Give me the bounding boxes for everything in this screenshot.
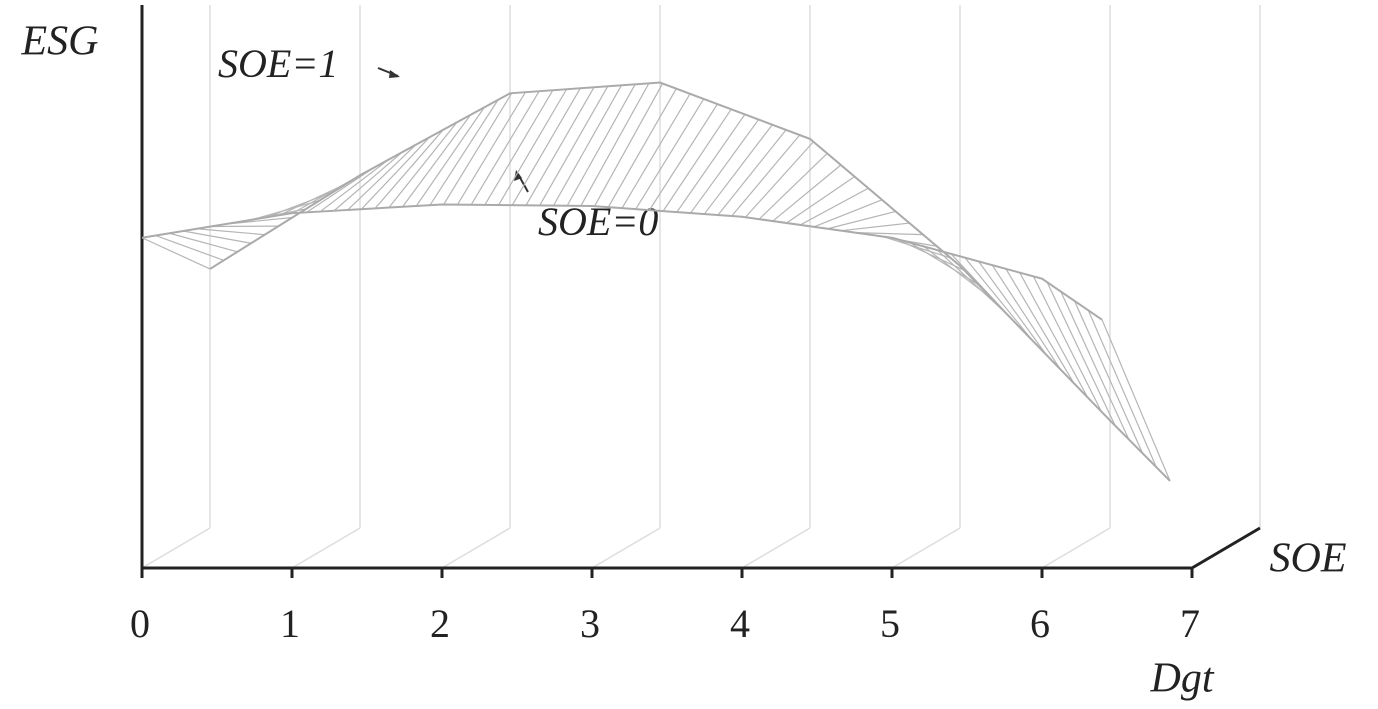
hatch [402,114,472,208]
hatch [855,232,924,236]
x-tick-label: 2 [430,601,450,646]
hatch [607,88,677,208]
grid-line [891,527,961,569]
hatch [580,83,650,207]
hatch [717,129,787,216]
hatch [594,83,664,207]
hatch [1005,268,1075,384]
hatch [772,164,842,222]
hatch [786,176,855,224]
hatch [827,210,896,230]
hatch [155,234,224,261]
arrowhead [514,170,522,181]
hatch [621,93,691,209]
hatch [183,230,252,244]
grid-line [741,527,811,569]
hatch [552,85,622,206]
x-tick-label: 7 [1180,601,1200,646]
hatch [169,232,238,253]
hatch [484,89,554,206]
hatch [374,129,444,209]
x-tick-label: 1 [280,601,300,646]
hatch [456,91,526,205]
hatch [319,159,389,213]
hatch [1032,276,1102,412]
hatch [470,90,540,206]
hatch [978,261,1048,356]
arrowhead [389,70,400,78]
x-tick-label: 6 [1030,601,1050,646]
hatch [498,88,568,206]
hatch [662,108,732,212]
surface-edge [141,203,1103,321]
z-axis [1191,526,1261,570]
grid-line [291,527,361,569]
hatch [690,119,760,214]
hatch [141,237,211,270]
hatch [196,228,265,236]
grid-line [591,527,661,569]
hatch [731,134,801,217]
hatch [1101,319,1171,482]
hatch [648,103,718,211]
hatch [758,152,828,220]
hatch [1074,300,1144,454]
grid-line [441,527,511,569]
hatch [566,84,636,207]
hatch [841,222,910,232]
hatch [539,86,609,206]
x-axis-title: Dgt [1150,656,1215,702]
grid-line [1041,527,1111,569]
x-tick-label: 3 [580,601,600,646]
hatch [635,98,705,210]
hatch [306,166,375,213]
hatch [443,92,513,205]
hatch [744,141,814,218]
annotation: SOE=1 [218,41,338,86]
x-tick-label: 4 [730,601,750,646]
z-axis-title: SOE [1270,536,1347,582]
hatch [1019,272,1089,398]
x-tick-label: 0 [130,601,150,646]
grid-line [141,527,211,569]
hatch [991,264,1061,370]
hatch [1060,291,1130,440]
x-tick-label: 5 [880,601,900,646]
hatch [333,151,403,212]
hatch [525,86,595,206]
hatch [511,87,581,206]
hatch [347,144,417,211]
hatch [388,121,458,208]
hatch [429,99,499,206]
hatch [415,107,485,207]
hatch [1087,310,1157,468]
hatch [964,257,1034,342]
hatch [1046,281,1116,426]
hatch [813,199,883,228]
hatch [360,136,430,210]
hatch [703,124,773,215]
y-axis-title: ESG [21,19,99,65]
hatch [676,114,746,213]
hatch [800,187,869,226]
surface-edge [209,81,1171,482]
